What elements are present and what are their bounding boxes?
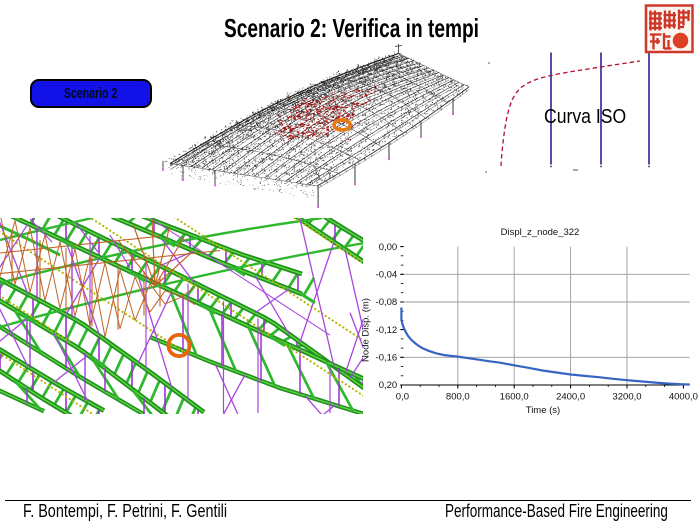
svg-text:-0,16: -0,16 bbox=[376, 353, 398, 364]
svg-text:-0,08: -0,08 bbox=[376, 297, 398, 308]
svg-text:0,0: 0,0 bbox=[396, 392, 409, 403]
svg-text:1600,0: 1600,0 bbox=[500, 392, 529, 403]
svg-text:800,0: 800,0 bbox=[446, 392, 470, 403]
svg-text:-0,04: -0,04 bbox=[376, 270, 398, 281]
svg-text:0,20: 0,20 bbox=[379, 380, 398, 391]
svg-text:4000,0: 4000,0 bbox=[669, 392, 698, 403]
svg-text:Node Disp. (m): Node Disp. (m) bbox=[361, 298, 372, 362]
svg-text:Displ_z_node_322: Displ_z_node_322 bbox=[501, 227, 580, 238]
svg-text:2400,0: 2400,0 bbox=[556, 392, 585, 403]
svg-text:3200,0: 3200,0 bbox=[612, 392, 641, 403]
svg-text:0,00: 0,00 bbox=[379, 242, 398, 253]
svg-text:-0,12: -0,12 bbox=[376, 325, 398, 336]
svg-text:Time (s): Time (s) bbox=[526, 405, 560, 416]
